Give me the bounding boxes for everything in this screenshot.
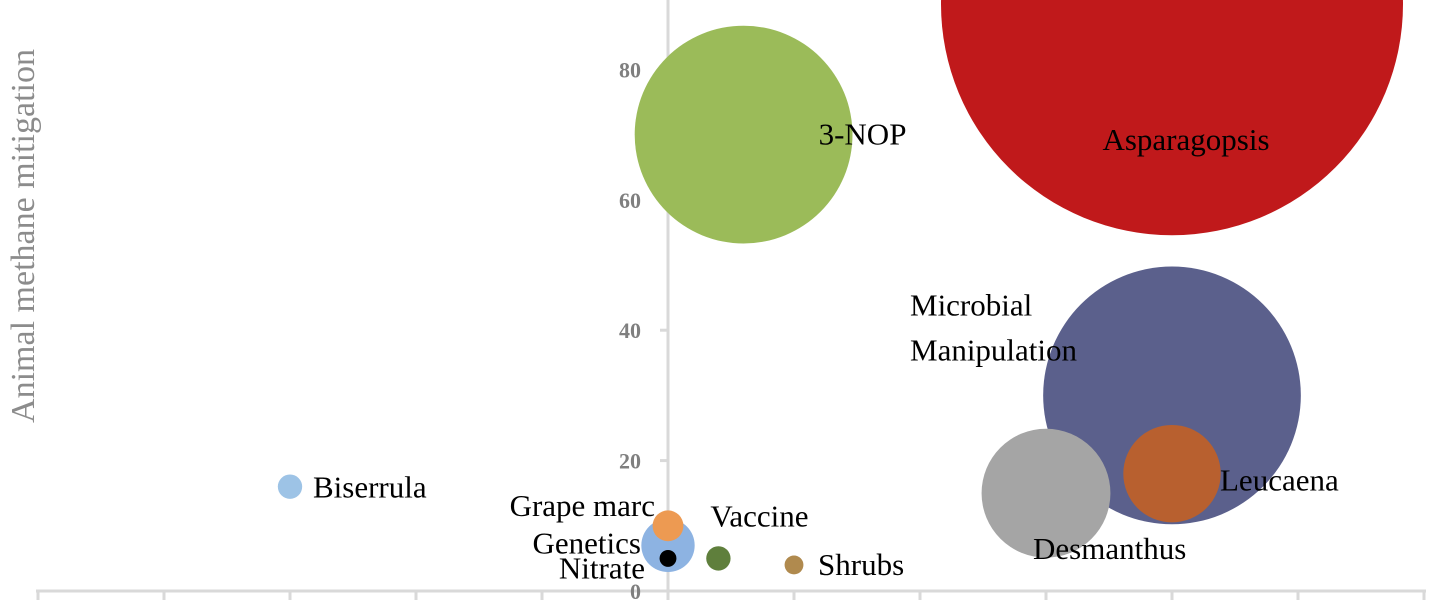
bubble-label: Microbial Manipulation — [910, 287, 1078, 367]
bubble-label: Vaccine — [710, 498, 808, 533]
bubble — [277, 474, 303, 499]
bubble — [659, 549, 677, 567]
bubble-label: 3-NOP — [819, 117, 907, 152]
bubble-label: Biserrula — [313, 470, 427, 505]
bubble — [1123, 424, 1221, 523]
bubble — [652, 510, 684, 542]
bubble — [706, 546, 731, 571]
y-tick-label: 60 — [619, 188, 641, 213]
y-tick-label: 40 — [619, 318, 641, 343]
bubble-label: Desmanthus — [1033, 531, 1186, 566]
bubble — [1043, 266, 1301, 525]
y-tick-label: 20 — [619, 449, 641, 474]
bubble-label: Genetics — [533, 525, 641, 560]
bubble — [941, 0, 1403, 236]
bubble — [634, 25, 853, 244]
bubble-label: Shrubs — [818, 547, 904, 582]
bubble — [981, 428, 1111, 558]
bubble-label: Leucaena — [1220, 463, 1339, 498]
y-tick-label: 80 — [619, 57, 641, 82]
y-axis-title: Animal methane mitigation — [5, 49, 42, 423]
bubble-label: Grape marc — [510, 488, 655, 523]
bubble-label: Nitrate — [559, 550, 645, 585]
y-tick-label: 0 — [630, 579, 641, 600]
bubble-labels: Asparagopsis 3-NOP Microbial Manipulation Le… — [313, 117, 1339, 586]
bubble — [784, 555, 804, 575]
bubbles — [277, 0, 1403, 575]
bubble-label: Asparagopsis — [1102, 122, 1269, 157]
